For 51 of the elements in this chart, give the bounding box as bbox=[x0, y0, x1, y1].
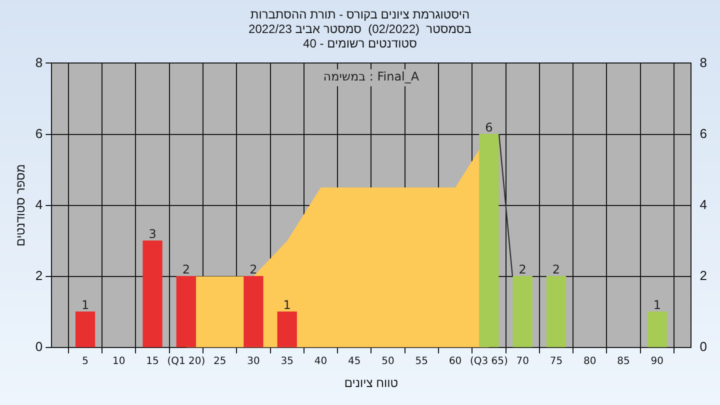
x-tick-label: 40 bbox=[314, 356, 328, 367]
y-tick-label: 8 bbox=[35, 54, 43, 70]
x-tick-label: (Q3 65) bbox=[470, 356, 508, 367]
data-label: 2 bbox=[250, 262, 258, 276]
x-tick-label: 80 bbox=[583, 356, 596, 367]
y2-tick-label: 0 bbox=[700, 338, 708, 354]
x-tick-label: 85 bbox=[617, 356, 630, 367]
x-tick-label: (Q1 20) bbox=[167, 356, 206, 367]
bar bbox=[244, 276, 264, 348]
data-label: 2 bbox=[552, 262, 560, 276]
bar bbox=[647, 312, 667, 348]
x-tick-label: 70 bbox=[516, 356, 529, 367]
y2-tick-label: 4 bbox=[700, 196, 708, 212]
x-tick-label: 15 bbox=[146, 356, 159, 367]
data-label: 2 bbox=[182, 262, 190, 276]
bar bbox=[176, 276, 196, 348]
annotation: במשימה : Final_A bbox=[323, 69, 420, 84]
y2-tick-label: 6 bbox=[700, 126, 708, 141]
y2-tick-label: 2 bbox=[700, 268, 708, 283]
x-tick-label: 55 bbox=[415, 356, 428, 367]
y2-tick-label: 8 bbox=[700, 54, 708, 70]
x-tick-label: 50 bbox=[382, 356, 394, 367]
y-tick-label: 0 bbox=[35, 338, 43, 354]
y-tick-label: 2 bbox=[35, 268, 43, 283]
bar bbox=[512, 276, 532, 348]
chart-subtitle: בסמסטר (02/2022) סמסטר אביב 2022/23 סטודנטים רשומים - 40 bbox=[248, 22, 472, 50]
x-axis-title: טווח ציונים bbox=[344, 376, 398, 390]
bar bbox=[546, 276, 566, 348]
x-tick-label: 45 bbox=[348, 356, 361, 367]
x-tick-label: 60 bbox=[448, 356, 462, 367]
x-tick-label: 35 bbox=[280, 356, 294, 367]
bar bbox=[142, 240, 162, 348]
data-label: 1 bbox=[81, 298, 90, 312]
data-label: 1 bbox=[653, 298, 661, 312]
data-label: 3 bbox=[148, 226, 156, 241]
bar bbox=[75, 312, 96, 348]
data-label: 2 bbox=[518, 262, 526, 276]
data-label: 1 bbox=[283, 298, 291, 312]
bar bbox=[479, 134, 499, 348]
y-tick-label: 6 bbox=[35, 126, 43, 141]
x-tick-label: 75 bbox=[550, 356, 563, 367]
bar bbox=[277, 312, 297, 348]
x-tick-label: 90 bbox=[650, 356, 664, 367]
x-tick-label: 30 bbox=[247, 356, 260, 367]
x-tick-label: 5 bbox=[82, 356, 88, 367]
chart-title: היסטוגרמת ציונים בקורס - תורת ההסתברות bbox=[250, 8, 470, 22]
data-label: 6 bbox=[485, 120, 493, 134]
y-axis-title: מספר סטודנטים bbox=[14, 164, 28, 246]
y-tick-label: 4 bbox=[35, 196, 43, 212]
x-tick-label: 25 bbox=[213, 356, 226, 367]
x-tick-label: 10 bbox=[112, 356, 126, 367]
